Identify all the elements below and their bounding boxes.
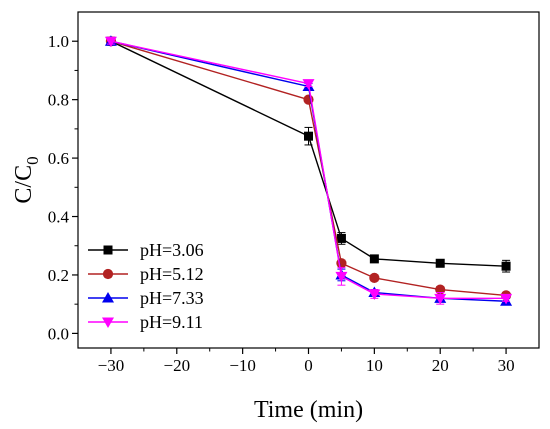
y-axis-title-sub: 0 <box>23 156 42 165</box>
legend-label: pH=3.06 <box>140 240 204 260</box>
legend-marker <box>102 268 114 280</box>
series-0 <box>106 36 511 273</box>
y-tick-label: 0.6 <box>48 149 69 168</box>
legend-item-0: pH=3.06 <box>88 240 204 260</box>
data-point <box>435 258 445 268</box>
data-point <box>304 131 313 141</box>
data-point <box>335 271 348 283</box>
data-point <box>369 272 380 283</box>
data-point <box>369 254 379 264</box>
x-tick-label: 10 <box>366 356 383 375</box>
data-point <box>501 261 511 271</box>
x-tick-label: −10 <box>229 356 256 375</box>
x-tick-label: 20 <box>432 356 449 375</box>
legend-label: pH=7.33 <box>140 288 204 308</box>
series-3 <box>104 36 513 305</box>
series-line <box>110 40 507 297</box>
x-tick-label: 0 <box>304 356 313 375</box>
data-point <box>368 289 381 300</box>
data-point <box>500 293 513 305</box>
y-axis-title-main: C/C <box>11 165 37 204</box>
x-axis-title: Time (min) <box>254 397 363 423</box>
y-tick-label: 0.2 <box>48 266 69 285</box>
legend-marker <box>102 292 114 303</box>
series-line <box>110 40 507 267</box>
data-point <box>336 233 346 243</box>
x-tick-label: 30 <box>498 356 515 375</box>
y-axis-title: C/C0 <box>11 156 42 203</box>
legend-label: pH=5.12 <box>140 264 204 284</box>
data-point <box>104 36 117 48</box>
y-tick-label: 0.0 <box>48 324 69 343</box>
legend-item-1: pH=5.12 <box>88 264 204 284</box>
data-point <box>336 258 347 269</box>
y-tick-label: 1.0 <box>48 32 69 51</box>
legend-label: pH=9.11 <box>140 312 203 332</box>
legend-marker <box>102 317 114 328</box>
y-tick-label: 0.8 <box>48 91 69 110</box>
series-line <box>110 40 507 300</box>
legend-item-3: pH=9.11 <box>88 312 203 332</box>
legend-item-2: pH=7.33 <box>88 288 204 308</box>
legend-marker <box>103 245 113 255</box>
series-1 <box>105 36 512 301</box>
data-point <box>302 79 315 90</box>
x-tick-label: −30 <box>98 356 125 375</box>
data-point <box>434 293 447 305</box>
x-tick-label: −20 <box>163 356 190 375</box>
y-tick-label: 0.4 <box>48 208 70 227</box>
